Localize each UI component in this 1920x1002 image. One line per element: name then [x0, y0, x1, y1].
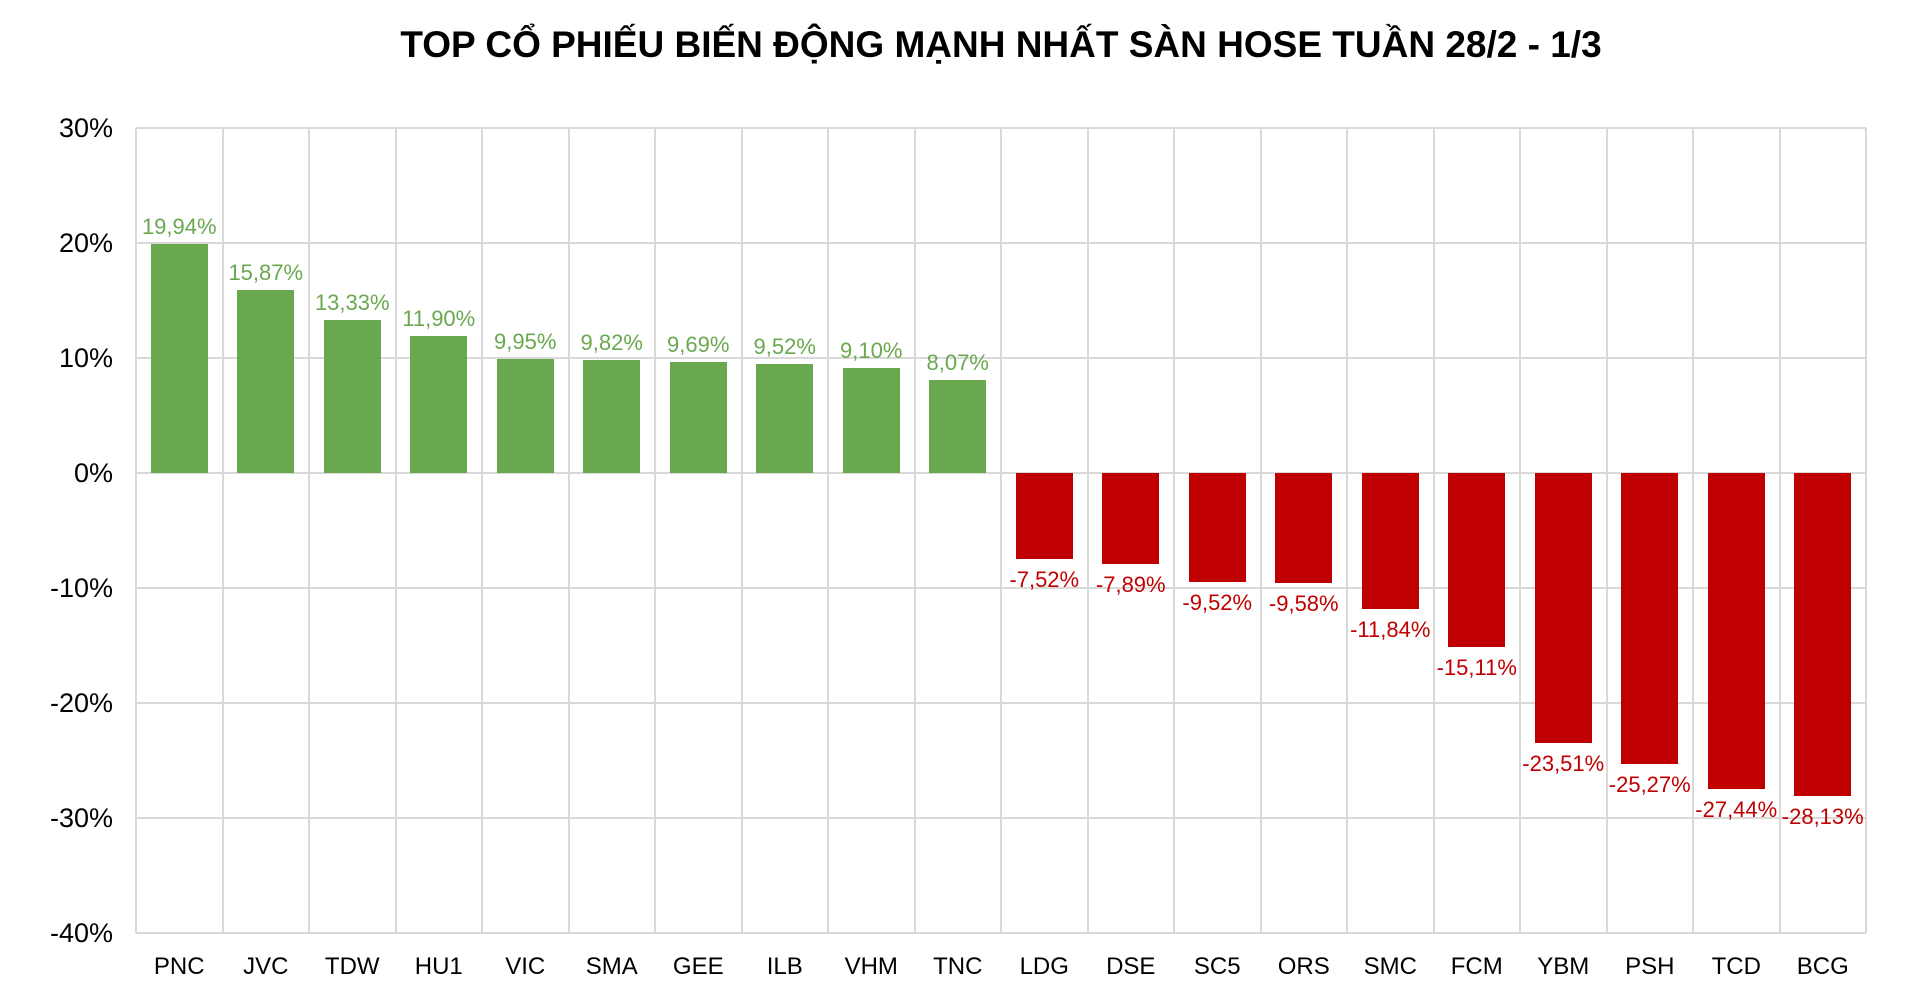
value-label-pnc: 19,94%	[141, 213, 217, 239]
v-gridline	[308, 128, 310, 933]
value-label-sma: 9,82%	[580, 330, 643, 356]
x-tick-label-tcd: TCD	[1711, 953, 1761, 980]
v-gridline	[1086, 128, 1089, 933]
bar-sma	[583, 360, 641, 473]
value-label-tcd: -27,44%	[1695, 796, 1778, 822]
x-tick-label-vic: VIC	[505, 953, 546, 980]
y-tick-label: -40%	[49, 918, 113, 948]
x-tick-label-sc5: SC5	[1193, 953, 1241, 980]
bar-ilb	[756, 363, 814, 473]
x-tick-label-bcg: BCG	[1796, 953, 1849, 980]
v-gridline	[567, 128, 570, 933]
v-gridline	[1778, 128, 1781, 933]
x-tick-label-sma: SMA	[585, 953, 638, 980]
x-tick-label-tnc: TNC	[933, 953, 983, 980]
value-label-bcg: -28,13%	[1781, 804, 1864, 830]
y-tick-label: 20%	[58, 228, 113, 258]
plot-area: 19,94% PNC 15,87% JVC 13,33% TDW 11,90% HU1 9,95…	[135, 127, 1867, 980]
v-gridline	[1000, 128, 1002, 933]
bar-tdw	[323, 319, 381, 473]
value-label-fcm: -15,11%	[1436, 654, 1517, 680]
value-label-dse: -7,89%	[1095, 571, 1166, 597]
bar-ldg	[1015, 473, 1073, 560]
bar-dse	[1102, 473, 1160, 564]
value-label-psh: -25,27%	[1608, 771, 1691, 797]
x-tick-label-jvc: JVC	[243, 953, 289, 980]
value-label-ilb: 9,52%	[753, 333, 816, 359]
value-label-ldg: -7,52%	[1009, 567, 1080, 593]
x-tick-label-fcm: FCM	[1450, 953, 1503, 980]
bar-jvc	[237, 290, 295, 473]
v-gridline	[1692, 128, 1694, 933]
bar-psh	[1621, 473, 1679, 764]
v-gridline	[481, 128, 483, 933]
y-tick-label: -10%	[49, 573, 113, 603]
v-gridline	[1605, 128, 1608, 933]
v-gridline	[1865, 128, 1867, 933]
y-tick-label: -20%	[49, 688, 113, 718]
x-tick-label-gee: GEE	[672, 953, 724, 980]
value-label-smc: -11,84%	[1350, 617, 1431, 643]
x-tick-label-psh: PSH	[1625, 953, 1675, 980]
v-gridline	[1519, 128, 1521, 933]
v-gridline	[1259, 128, 1262, 933]
bar-tnc	[929, 380, 987, 473]
value-label-hu1: 11,90%	[402, 306, 476, 332]
v-gridline	[654, 128, 656, 933]
value-label-tdw: 13,33%	[314, 289, 390, 315]
bar-fcm	[1448, 473, 1506, 647]
bar-pnc	[150, 243, 208, 473]
h-gridline	[136, 932, 1866, 934]
v-gridline	[827, 128, 829, 933]
bar-sc5	[1188, 473, 1246, 583]
v-gridline	[1432, 128, 1435, 933]
y-tick-label: 0%	[73, 458, 113, 488]
v-gridline	[135, 128, 137, 933]
v-gridline	[1346, 128, 1348, 933]
bar-tcd	[1707, 473, 1765, 789]
x-tick-label-tdw: TDW	[324, 953, 380, 980]
value-label-ybm: -23,51%	[1522, 751, 1605, 777]
v-gridline	[394, 128, 397, 933]
value-label-vhm: 9,10%	[840, 338, 903, 364]
x-tick-label-ilb: ILB	[766, 953, 803, 980]
bar-bcg	[1794, 473, 1852, 797]
value-label-tnc: 8,07%	[926, 350, 989, 376]
v-gridline	[1173, 128, 1175, 933]
x-tick-label-ybm: YBM	[1537, 953, 1590, 980]
bar-gee	[669, 361, 727, 473]
v-gridline	[221, 128, 224, 933]
y-tick-label: 30%	[58, 113, 113, 143]
x-tick-label-vhm: VHM	[844, 953, 898, 980]
value-label-vic: 9,95%	[494, 328, 557, 354]
x-tick-label-pnc: PNC	[153, 953, 205, 980]
y-axis: 30% 20% 10% 0% -10% -20% -30% -40%	[0, 113, 113, 948]
x-tick-label-ldg: LDG	[1019, 953, 1069, 980]
x-tick-label-smc: SMC	[1363, 953, 1417, 980]
x-tick-label-hu1: HU1	[414, 953, 463, 980]
chart-title: TOP CỔ PHIẾU BIẾN ĐỘNG MẠNH NHẤT SÀN HOS…	[400, 24, 1602, 65]
bar-vic	[496, 358, 554, 473]
value-label-gee: 9,69%	[667, 331, 730, 357]
y-tick-label: -30%	[49, 803, 113, 833]
x-tick-label-ors: ORS	[1277, 953, 1330, 980]
bar-hu1	[410, 336, 468, 473]
value-label-jvc: 15,87%	[228, 260, 304, 286]
bar-smc	[1361, 473, 1419, 610]
value-label-ors: -9,58%	[1268, 591, 1339, 617]
bar-vhm	[842, 368, 900, 473]
v-gridline	[913, 128, 916, 933]
bar-ors	[1275, 473, 1333, 584]
value-label-sc5: -9,52%	[1182, 590, 1253, 616]
v-gridline	[740, 128, 743, 933]
x-tick-label-dse: DSE	[1106, 953, 1156, 980]
bar-ybm	[1534, 473, 1592, 744]
y-tick-label: 10%	[58, 343, 113, 373]
